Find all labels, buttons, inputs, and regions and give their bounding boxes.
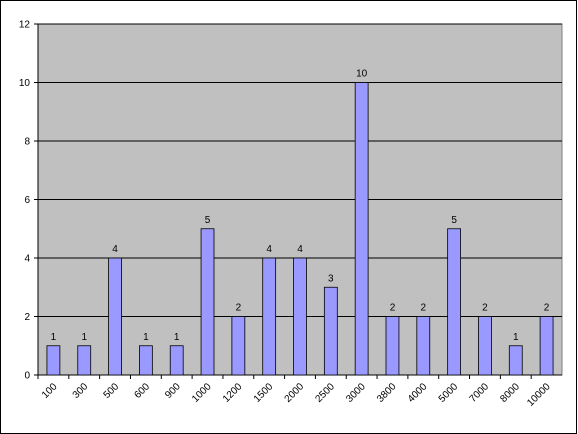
- data-label: 3: [328, 273, 334, 284]
- bar: [169, 345, 184, 376]
- data-label: 1: [143, 332, 149, 343]
- bar: [354, 82, 369, 376]
- data-label: 5: [451, 215, 457, 226]
- bar: [293, 257, 307, 376]
- data-label: 2: [390, 303, 396, 314]
- bar: [139, 345, 153, 376]
- data-label: 2: [236, 303, 242, 314]
- bar: [416, 316, 431, 376]
- data-label: 4: [297, 244, 303, 255]
- bar: [508, 345, 523, 376]
- y-tick-label: 6: [24, 195, 30, 206]
- data-label: 2: [421, 303, 427, 314]
- y-tick-label: 10: [19, 78, 31, 89]
- data-label: 10: [356, 69, 368, 80]
- data-label: 1: [81, 332, 87, 343]
- data-label: 1: [51, 332, 57, 343]
- bar: [478, 316, 492, 376]
- bar: [77, 345, 92, 376]
- y-tick-label: 8: [24, 137, 30, 148]
- data-label: 1: [513, 332, 519, 343]
- bar: [385, 316, 400, 376]
- bar: [108, 257, 122, 376]
- data-label: 1: [174, 332, 180, 343]
- y-tick-label: 2: [24, 312, 30, 323]
- bar: [231, 316, 246, 376]
- data-label: 4: [266, 244, 272, 255]
- bar: [323, 286, 338, 376]
- y-tick-label: 4: [24, 254, 30, 265]
- bar: [447, 228, 461, 376]
- bar: [262, 257, 277, 376]
- data-label: 5: [205, 215, 211, 226]
- data-label: 4: [112, 244, 118, 255]
- bar: [200, 228, 215, 376]
- data-label: 2: [482, 303, 488, 314]
- y-tick-label: 12: [19, 20, 31, 31]
- bar: [539, 316, 554, 376]
- bar: [46, 345, 61, 376]
- data-label: 2: [544, 303, 550, 314]
- y-tick-label: 0: [24, 371, 30, 382]
